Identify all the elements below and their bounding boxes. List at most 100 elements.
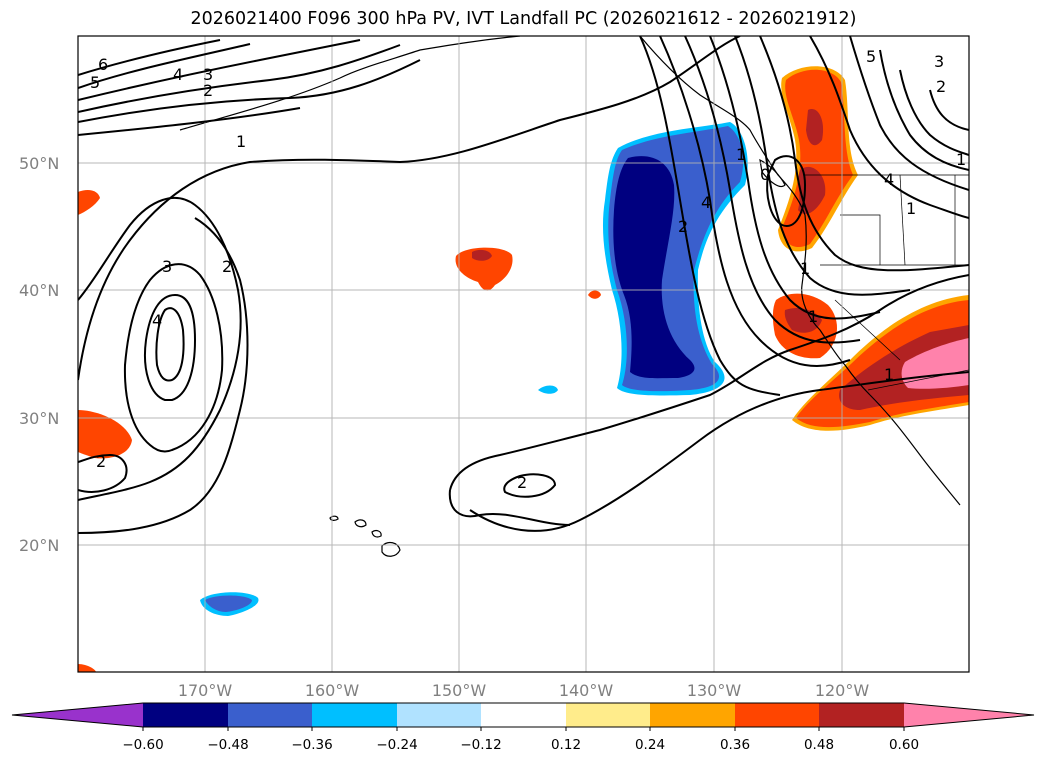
contour-ridge-1: [809, 36, 969, 219]
colorbar-extend-low: [12, 703, 143, 727]
positive-blob-corner: [78, 664, 96, 672]
colorbar-tick-label: −0.24: [376, 737, 417, 753]
colorbar-segment: [735, 703, 819, 727]
state-border-1: [840, 214, 969, 266]
contour-label: 5: [866, 47, 876, 66]
contour-label: 6: [98, 55, 108, 74]
positive-blob-midpacific-core: [472, 249, 492, 261]
contour-label: 2: [936, 77, 946, 96]
contour-label: 2: [222, 257, 232, 276]
colorbar-segment: [143, 703, 228, 727]
map-frame: [77, 35, 970, 673]
contour-1-long: [78, 107, 301, 136]
colorbar-segment: [312, 703, 397, 727]
lat-label-40n: 40°N: [19, 281, 59, 300]
negative-anomaly-core: [613, 156, 695, 379]
contour-ridge-2: [849, 36, 969, 191]
contour-1-south: [78, 217, 249, 534]
colorbar-segment: [397, 703, 481, 727]
contour-label: 3: [934, 52, 944, 71]
contour-top-5: [78, 43, 251, 89]
contour-1-subtropical: [469, 371, 969, 532]
contour-top-2: [78, 59, 421, 123]
contour-trough-1: [639, 36, 781, 396]
contour-label: 4: [152, 311, 162, 330]
colorbar-segment: [819, 703, 904, 727]
contour-label: 1: [236, 132, 246, 151]
contour-label: 1: [808, 307, 818, 326]
colorbar-tick-labels: −0.60 −0.48 −0.36 −0.24 −0.12 0.12 0.24 …: [122, 737, 919, 753]
contour-label: 1: [884, 365, 894, 384]
contour-label: 1: [736, 145, 746, 164]
longitude-labels: 170°W 160°W 150°W 140°W 130°W 120°W: [178, 681, 870, 700]
colorbar-tick-label: −0.48: [207, 737, 248, 753]
contour-2-small-loop: [503, 473, 557, 498]
contour-trough-2: [659, 36, 851, 367]
contour-label: 2: [678, 217, 688, 236]
baja-coast: [869, 394, 961, 506]
lon-label-130w: 130°W: [687, 681, 742, 700]
contour-label: 1: [956, 150, 966, 169]
contour-ridge-4: [899, 69, 969, 156]
lon-label-140w: 140°W: [559, 681, 614, 700]
colorbar-tick-label: 0.36: [720, 737, 750, 753]
latitude-labels: 50°N 40°N 30°N 20°N: [19, 154, 59, 555]
contour-labels: 6 5 4 3 2 1 3 2 4 2 2 2 4 5 3 2 1 4 1 1: [90, 47, 966, 492]
colorbar-tick-label: 0.48: [804, 737, 834, 753]
positive-region-north-core2: [806, 109, 824, 146]
contour-top-4: [78, 39, 361, 101]
colorbar-segment: [481, 703, 566, 727]
positive-blob-northwest: [78, 190, 100, 215]
contour-label: 4: [701, 193, 711, 212]
colorbar-ticks: [142, 727, 905, 731]
contour-trough-5: [734, 36, 911, 296]
contour-label: 5: [90, 73, 100, 92]
colorbar: −0.60 −0.48 −0.36 −0.24 −0.12 0.12 0.24 …: [11, 702, 1035, 753]
lon-label-120w: 120°W: [815, 681, 870, 700]
contour-label: 4: [884, 170, 894, 189]
contour-trough-4: [709, 36, 881, 320]
contour-4-loop: [144, 293, 197, 401]
contour-ridge-5: [929, 89, 969, 131]
contour-2-ridge: [448, 489, 571, 526]
contour-2-west-lobe: [78, 453, 128, 493]
colorbar-tick-label: −0.36: [291, 737, 332, 753]
colorbar-segment: [228, 703, 312, 727]
lon-label-160w: 160°W: [305, 681, 360, 700]
positive-region-southwest-peak: [901, 338, 969, 389]
lat-label-50n: 50°N: [19, 154, 59, 173]
contour-top-6: [78, 39, 221, 76]
contour-2-subtropical: [449, 274, 969, 491]
gridlines: [78, 36, 969, 672]
colorbar-tick-label: 0.24: [635, 737, 665, 753]
map-panel: 6 5 4 3 2 1 3 2 4 2 2 2 4 5 3 2 1 4 1 1: [77, 35, 970, 673]
colorbar-segment: [650, 703, 735, 727]
contour-label: 2: [96, 452, 106, 471]
negative-blob-mid: [538, 385, 558, 394]
pc-shading: [78, 66, 969, 672]
lon-label-170w: 170°W: [178, 681, 233, 700]
contour-label: 0: [760, 165, 770, 184]
colorbar-tick-label: −0.60: [122, 737, 163, 753]
contour-loop-vancouver: [766, 155, 807, 227]
positive-blob-midpacific: [455, 247, 513, 291]
contour-label: 1: [906, 199, 916, 218]
colorbar-tick-label: −0.12: [460, 737, 501, 753]
hawaii-island-3: [371, 530, 382, 538]
lon-label-150w: 150°W: [432, 681, 487, 700]
positive-blob-west: [78, 410, 132, 459]
pv-contours: [78, 36, 969, 534]
colorbar-extend-high: [904, 703, 1034, 727]
vancouver-island: [759, 158, 786, 188]
alaska-coast: [179, 36, 521, 131]
contour-trough-6: [759, 36, 969, 272]
lat-label-20n: 20°N: [19, 536, 59, 555]
contour-3-loop: [123, 263, 224, 453]
us-west-coast: [801, 214, 871, 396]
lat-label-30n: 30°N: [19, 409, 59, 428]
map-title: 2026021400 F096 300 hPa PV, IVT Landfall…: [190, 9, 857, 29]
contour-ridge-3: [879, 49, 969, 171]
contour-label: 4: [173, 65, 183, 84]
hawaii-island-2: [354, 519, 367, 528]
